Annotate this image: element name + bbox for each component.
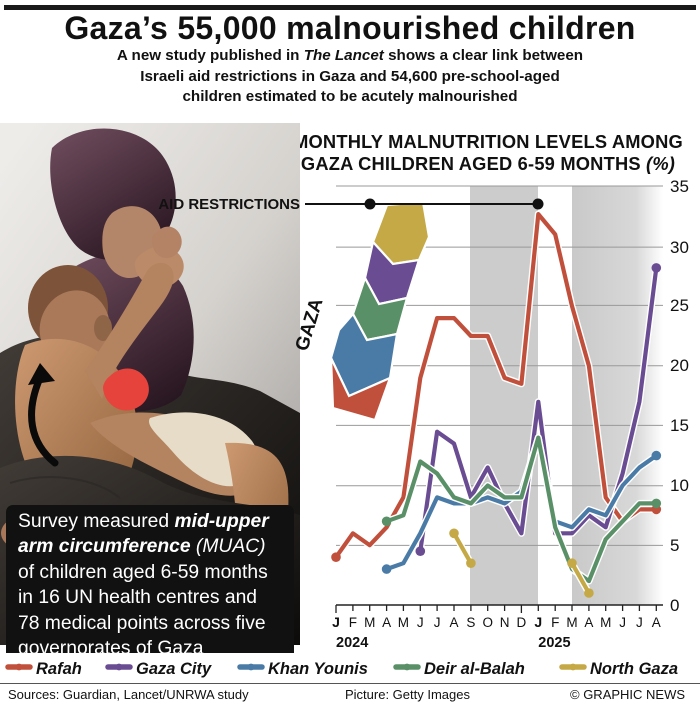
svg-text:M: M [398,615,409,630]
svg-text:35: 35 [670,177,689,196]
svg-text:A: A [652,615,661,630]
svg-text:0: 0 [670,596,679,615]
svg-text:15: 15 [670,416,689,435]
svg-text:Khan Younis: Khan Younis [268,660,368,678]
svg-text:Gaza City: Gaza City [136,660,212,678]
svg-text:North Gaza: North Gaza [590,660,678,678]
svg-text:J: J [619,615,626,630]
svg-text:Deir al-Balah: Deir al-Balah [424,660,525,678]
svg-text:A: A [449,615,458,630]
svg-text:J: J [332,614,340,630]
svg-text:F: F [551,615,559,630]
svg-text:5: 5 [670,536,679,555]
svg-text:10: 10 [670,476,689,495]
svg-text:AID RESTRICTIONS: AID RESTRICTIONS [158,196,300,213]
svg-text:A: A [584,615,593,630]
svg-text:O: O [482,615,493,630]
svg-text:D: D [517,615,527,630]
svg-text:J: J [534,614,542,630]
svg-text:2024: 2024 [336,635,368,651]
svg-text:M: M [364,615,375,630]
svg-text:J: J [636,615,643,630]
svg-text:Rafah: Rafah [36,660,82,678]
svg-text:J: J [434,615,441,630]
svg-text:S: S [466,615,475,630]
svg-text:M: M [566,615,577,630]
svg-text:A: A [382,615,391,630]
svg-text:2025: 2025 [538,635,570,651]
svg-text:GAZA: GAZA [292,296,328,354]
svg-text:N: N [500,615,510,630]
svg-text:J: J [417,615,424,630]
svg-text:20: 20 [670,356,689,375]
svg-text:M: M [600,615,611,630]
svg-text:F: F [349,615,357,630]
svg-text:30: 30 [670,238,689,257]
svg-text:25: 25 [670,296,689,315]
